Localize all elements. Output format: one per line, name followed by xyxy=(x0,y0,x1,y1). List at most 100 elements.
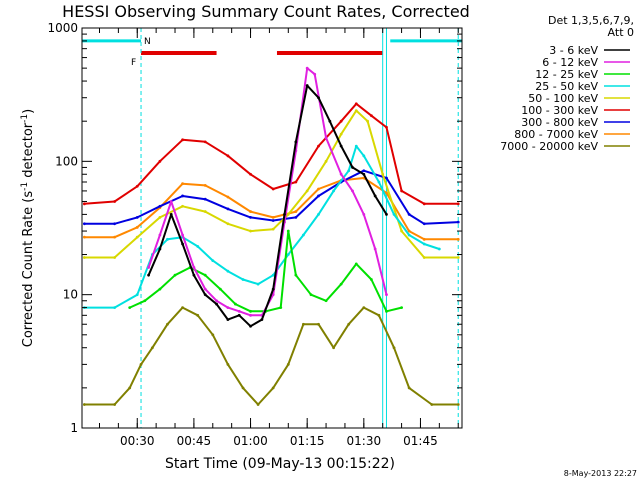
series-8-point-2 xyxy=(128,386,132,390)
x-tick-label-4: 01:30 xyxy=(347,434,382,448)
series-2-point-19 xyxy=(400,306,403,309)
series-1-point-3 xyxy=(181,233,184,237)
series-3-point-18 xyxy=(362,154,366,158)
series-3-point-9 xyxy=(241,278,245,281)
series-3-point-17 xyxy=(354,144,358,148)
series-4-point-2 xyxy=(135,235,139,239)
series-3-point-12 xyxy=(286,253,290,256)
series-6-point-5 xyxy=(203,197,207,201)
series-5-point-3 xyxy=(158,159,162,163)
series-1-point-0 xyxy=(147,266,150,269)
flag-label-f: F xyxy=(131,58,136,68)
series-1-point-14 xyxy=(305,66,309,70)
series-1-point-21 xyxy=(385,293,388,297)
series-7-point-10 xyxy=(317,187,320,191)
series-8-point-14 xyxy=(302,322,305,326)
series-0-point-17 xyxy=(339,144,343,148)
series-line-8 xyxy=(84,306,459,406)
x-tick-label-2: 01:00 xyxy=(233,434,268,448)
y-axis-label-sup1: -1 xyxy=(20,182,30,191)
series-1-point-16 xyxy=(324,136,328,140)
series-1-point-4 xyxy=(192,266,196,269)
series-2-point-16 xyxy=(354,262,358,266)
series-2-point-17 xyxy=(369,278,373,281)
series-7-point-13 xyxy=(385,191,388,195)
series-4-point-1 xyxy=(113,256,117,259)
series-8-point-16 xyxy=(332,346,336,350)
series-6-point-10 xyxy=(317,194,320,198)
series-5-point-15 xyxy=(400,189,403,193)
legend-label-2: 12 - 25 keV xyxy=(535,68,598,81)
series-7-point-5 xyxy=(203,183,207,187)
series-8-point-18 xyxy=(362,306,366,309)
series-8-point-15 xyxy=(317,322,320,326)
series-line-0 xyxy=(147,84,388,328)
series-5-point-5 xyxy=(203,140,207,144)
legend-header-1: Att 0 xyxy=(608,26,634,39)
series-6-point-0 xyxy=(82,222,86,226)
series-0-point-10 xyxy=(260,318,264,322)
series-8-point-10 xyxy=(241,386,245,390)
series-0-point-18 xyxy=(351,166,354,169)
series-4-point-15 xyxy=(381,172,385,176)
series-5-point-4 xyxy=(181,138,184,142)
series-3-point-15 xyxy=(332,189,336,193)
series-2-point-12 xyxy=(294,273,298,277)
series-2-point-1 xyxy=(143,299,147,303)
series-5-point-6 xyxy=(226,154,230,158)
y-axis-label-end: ) xyxy=(21,109,36,114)
series-4-point-14 xyxy=(366,119,369,123)
series-4-point-0 xyxy=(82,256,86,259)
series-5-point-0 xyxy=(82,202,86,206)
series-0-point-9 xyxy=(249,324,252,328)
series-0-point-19 xyxy=(362,172,366,176)
series-line-6 xyxy=(84,169,459,225)
series-6-point-4 xyxy=(181,194,184,198)
legend-label-0: 3 - 6 keV xyxy=(549,44,598,57)
y-axis-label-mid: detector xyxy=(21,122,36,182)
series-1-point-19 xyxy=(362,212,366,216)
series-1-point-17 xyxy=(339,172,343,176)
series-8-point-21 xyxy=(407,386,411,390)
series-0-point-4 xyxy=(192,273,196,277)
x-tick-label-3: 01:15 xyxy=(290,434,325,448)
series-5-point-9 xyxy=(294,180,298,184)
series-0-point-3 xyxy=(181,242,184,246)
series-2-point-14 xyxy=(324,299,328,303)
series-6-point-12 xyxy=(362,169,366,173)
legend-label-8: 7000 - 20000 keV xyxy=(500,140,598,153)
series-7-point-14 xyxy=(407,229,411,233)
series-2-point-18 xyxy=(385,309,388,313)
plot-frame xyxy=(81,27,463,429)
series-8-point-11 xyxy=(256,403,260,406)
series-2-point-5 xyxy=(203,273,207,277)
y-tick-label-2: 10 xyxy=(63,288,78,302)
series-0-point-11 xyxy=(271,287,275,291)
series-1-point-6 xyxy=(215,299,218,303)
series-2-point-10 xyxy=(279,306,283,309)
y-tick-label-3: 1 xyxy=(70,421,78,435)
series-line-2 xyxy=(129,230,402,313)
legend-label-1: 6 - 12 keV xyxy=(542,56,598,69)
legend-label-3: 25 - 50 keV xyxy=(535,80,598,93)
series-8-point-9 xyxy=(226,362,230,366)
legend-label-4: 50 - 100 keV xyxy=(528,92,598,105)
series-8-point-22 xyxy=(430,403,434,406)
chart-title: HESSI Observing Summary Count Rates, Cor… xyxy=(62,2,470,21)
series-2-point-6 xyxy=(218,287,222,291)
series-4-point-13 xyxy=(354,109,358,113)
series-8-point-8 xyxy=(211,333,215,337)
x-tick-label-1: 00:45 xyxy=(177,434,212,448)
series-8-point-19 xyxy=(377,313,381,317)
y-axis-label: Corrected Count Rate (s-1 detector-1) xyxy=(20,109,36,347)
series-5-point-12 xyxy=(354,102,358,106)
series-0-point-16 xyxy=(328,119,332,123)
series-0-point-12 xyxy=(283,212,286,216)
series-1-point-20 xyxy=(373,247,377,251)
series-4-point-10 xyxy=(305,189,309,193)
series-3-point-8 xyxy=(226,269,230,273)
series-3-point-20 xyxy=(392,212,396,216)
series-5-point-1 xyxy=(113,200,117,203)
series-1-point-5 xyxy=(203,287,207,291)
series-0-point-6 xyxy=(215,302,218,306)
